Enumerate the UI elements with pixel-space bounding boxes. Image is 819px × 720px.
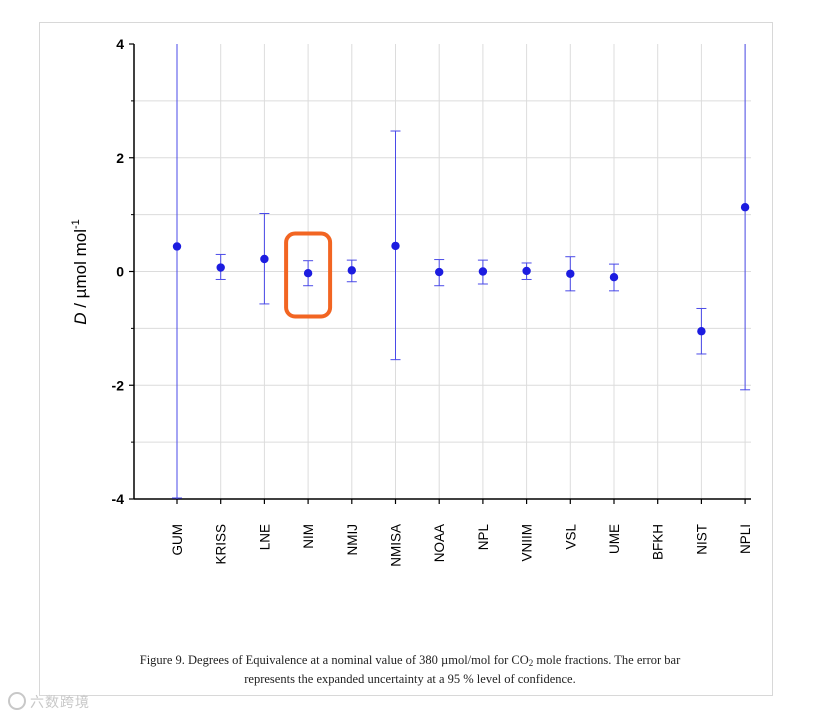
data-point	[609, 272, 619, 282]
data-point	[566, 269, 575, 278]
x-tick-label: KRISS	[214, 524, 229, 565]
caption-line-1a: Figure 9. Degrees of Equivalence at a no…	[139, 653, 529, 667]
x-tick-label: NPLI	[738, 524, 753, 554]
data-point	[347, 266, 356, 275]
x-tick-label: NMIJ	[345, 524, 360, 556]
highlight-rect	[284, 231, 333, 319]
data-point	[172, 242, 182, 251]
x-tick-label: NMISA	[389, 524, 404, 567]
y-tick-label: 4	[116, 36, 124, 52]
x-tick-label: LNE	[257, 524, 272, 550]
watermark-logo-icon	[8, 692, 26, 710]
watermark-text: 六数跨境	[30, 695, 90, 711]
data-point	[391, 241, 400, 251]
x-tick-label: VNIIM	[520, 524, 535, 562]
y-axis-label: D / µmol mol-1	[70, 219, 90, 325]
highlight-box	[284, 231, 333, 319]
x-tick-label: BFKH	[651, 524, 666, 560]
figure-frame	[39, 22, 773, 696]
degrees-of-equivalence-chart: 4 2 0 -2 -4 D / µmol mol-1 GUM KRISS LNE NIM NMI…	[70, 36, 753, 567]
x-tick-label: NPL	[476, 524, 491, 551]
figure-caption: Figure 9. Degrees of Equivalence at a no…	[50, 652, 770, 687]
x-tick-label: NIM	[301, 524, 316, 549]
y-axis-label-unit: / µmol mol	[71, 229, 90, 312]
y-axis-label-sup: -1	[70, 219, 82, 229]
x-tick-label: GUM	[170, 524, 185, 556]
data-point	[435, 267, 444, 277]
x-tick-label: UME	[607, 524, 622, 554]
data-point	[522, 266, 531, 276]
x-tick-label: NIST	[694, 524, 709, 555]
data-point	[260, 254, 269, 264]
y-tick-label: 2	[116, 150, 124, 166]
data-point	[697, 327, 706, 336]
data-point	[216, 263, 225, 272]
caption-line-2: represents the expanded uncertainty at a…	[244, 672, 576, 686]
x-tick-label: VSL	[563, 524, 578, 550]
x-tick-labels: GUM KRISS LNE NIM NMIJ NMISA NOAA NPL VNIIM VSL UM…	[170, 524, 753, 567]
data-points	[172, 203, 750, 336]
x-tick-label: NOAA	[432, 524, 447, 562]
y-tick-labels: 4 2 0 -2 -4	[112, 36, 125, 507]
data-point	[303, 269, 313, 278]
caption-subscript: 2	[528, 658, 534, 668]
y-tick-label: 0	[116, 264, 124, 280]
axes	[129, 43, 751, 504]
y-tick-label: -4	[112, 491, 125, 507]
watermark: 六数跨境	[8, 692, 90, 712]
y-axis-label-var: D	[71, 312, 90, 324]
data-point	[740, 203, 750, 212]
caption-line-1b: mole fractions. The error bar	[533, 653, 681, 667]
caption-line-1: Figure 9. Degrees of Equivalence at a no…	[50, 652, 770, 671]
y-tick-label: -2	[112, 377, 125, 393]
data-point	[478, 267, 488, 276]
